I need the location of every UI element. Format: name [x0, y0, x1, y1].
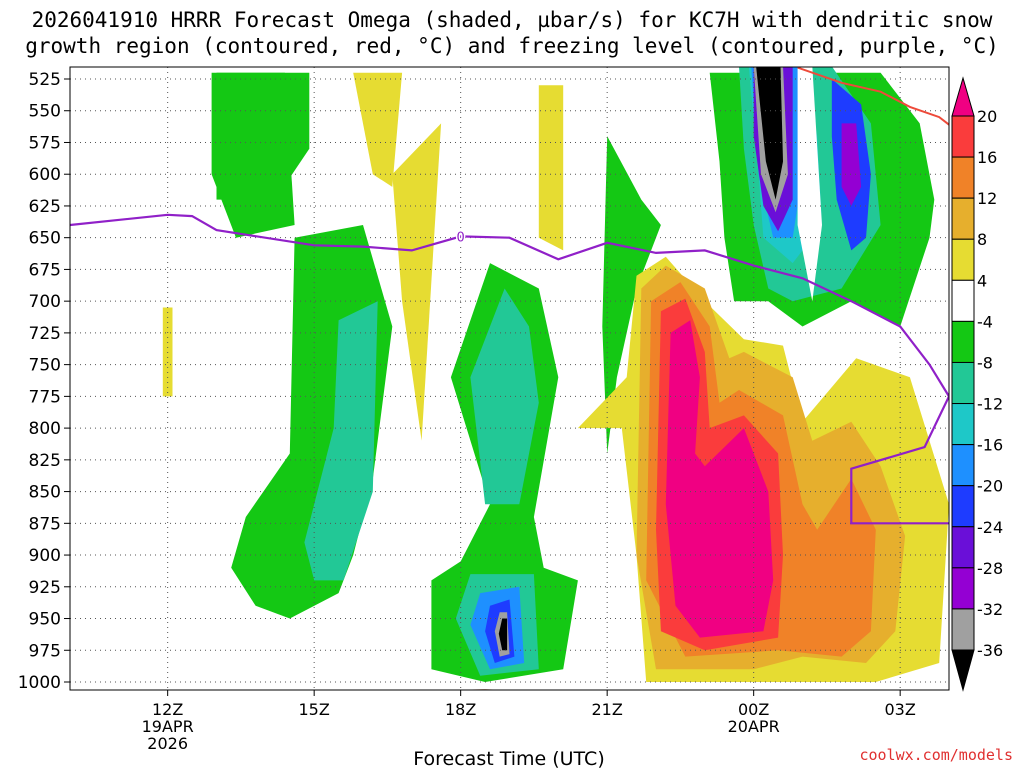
x-tick-label: 21Z — [592, 700, 623, 719]
colorbar-label: -32 — [977, 600, 1003, 619]
y-tick-label: 775 — [29, 387, 61, 407]
omega-fill-black — [756, 67, 783, 200]
y-tick-label: 625 — [29, 197, 61, 217]
colorbar-label: 12 — [977, 189, 997, 208]
y-tick-label: 875 — [29, 514, 61, 534]
x-tick-label: 18Z — [445, 700, 476, 719]
omega-fill-yellow — [392, 123, 442, 441]
y-tick-label: 650 — [29, 229, 61, 249]
colorbar-segment — [951, 320, 975, 363]
omega-shaded-field — [70, 67, 949, 690]
colorbar-segment — [951, 403, 975, 446]
y-tick-label: 700 — [29, 292, 61, 312]
y-tick-label: 550 — [29, 102, 61, 122]
colorbar-segment — [951, 238, 975, 281]
y-tick-label: 825 — [29, 451, 61, 471]
pressure-axis: 525 550 575 600 625 650 675 700 725 750 775 800 825 8… — [18, 70, 70, 693]
colorbar-segment — [951, 361, 975, 405]
colorbar-segment — [951, 608, 975, 651]
y-tick-label: 525 — [29, 70, 61, 90]
y-tick-label: 575 — [29, 133, 61, 153]
colorbar-segment — [951, 526, 975, 569]
colorbar-label: -16 — [977, 436, 1003, 455]
ground-terrain — [70, 689, 949, 690]
dendritic-growth-contour — [797, 67, 949, 126]
colorbar-label: -24 — [977, 518, 1003, 537]
omega-fill-yellow — [538, 85, 564, 251]
colorbar-bottom-arrow — [951, 649, 975, 692]
y-tick-label: 950 — [29, 610, 61, 630]
freezing-level-contour — [70, 213, 949, 525]
colorbar-label: -4 — [977, 312, 993, 331]
x-tick-label: 03Z — [885, 700, 916, 719]
x-tick-label: 15Z — [299, 700, 330, 719]
x-tick-label: 12Z — [152, 700, 183, 719]
colorbar-label: 8 — [977, 230, 987, 249]
y-tick-label: 725 — [29, 324, 61, 344]
omega-fill-purple — [841, 123, 862, 206]
omega-fill-white — [797, 67, 822, 302]
plot-frame — [69, 66, 950, 691]
colorbar-segment — [951, 567, 975, 610]
colorbar-label: 4 — [977, 271, 987, 290]
x-tick-label: 2026 — [147, 734, 188, 753]
chart-title-line-1: 2026041910 HRRR Forecast Omega (shaded, … — [31, 8, 993, 32]
freezing-level-label: 0 — [457, 230, 465, 245]
omega-fill-magenta — [665, 320, 774, 638]
colorbar-segment — [951, 485, 975, 528]
colorbar-label: -20 — [977, 477, 1003, 496]
colorbar-segment — [951, 444, 975, 487]
y-tick-label: 850 — [29, 483, 61, 503]
y-tick-label: 800 — [29, 419, 61, 439]
colorbar-label: 16 — [977, 148, 997, 167]
colorbar-top-arrow — [951, 76, 975, 117]
colorbar-label: -28 — [977, 559, 1003, 578]
colorbar-segment — [951, 279, 975, 322]
y-tick-label: 750 — [29, 356, 61, 376]
chart-title-line-2: growth region (contoured, red, °C) and f… — [25, 34, 999, 58]
omega-fill-yellow — [353, 72, 403, 187]
y-tick-label: 600 — [29, 165, 61, 185]
watermark: coolwx.com/models — [859, 746, 1013, 764]
omega-fill-teal — [304, 301, 378, 581]
x-tick-label: 00Z — [738, 700, 769, 719]
x-tick-label: 20APR — [728, 717, 780, 736]
y-tick-label: 925 — [29, 578, 61, 598]
omega-fill-green — [602, 136, 661, 454]
x-axis-label: Forecast Time (UTC) — [413, 748, 604, 768]
omega-fill-teal — [470, 288, 539, 505]
colorbar-label: 20 — [977, 107, 997, 126]
omega-fill-green — [211, 72, 295, 238]
colorbar-segment — [951, 197, 975, 240]
colorbar-segment — [951, 156, 975, 199]
y-tick-label: 675 — [29, 260, 61, 280]
colorbar: 20 16 12 8 4 -4 -8 -12 -16 -20 -24 -28 -32 -36 — [951, 76, 1003, 692]
x-tick-label: 19APR — [142, 717, 194, 736]
contour-lines: 0 — [70, 67, 949, 525]
colorbar-label: -12 — [977, 395, 1003, 414]
omega-fill-black — [498, 618, 508, 651]
y-tick-label: 1000 — [18, 673, 61, 693]
y-tick-label: 900 — [29, 546, 61, 566]
colorbar-label: -8 — [977, 353, 993, 372]
colorbar-label: -36 — [977, 641, 1003, 660]
colorbar-segment — [951, 115, 975, 158]
y-tick-label: 975 — [29, 641, 61, 661]
omega-fill-yellow — [162, 307, 173, 397]
